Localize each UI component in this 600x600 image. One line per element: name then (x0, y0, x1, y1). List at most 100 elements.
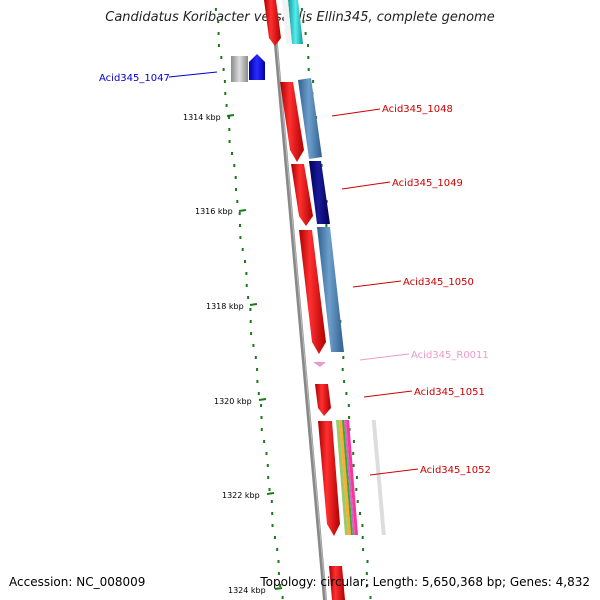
gc-dot (214, 8, 217, 11)
gc-dot (263, 440, 266, 443)
gene-partial-bottom[interactable] (329, 566, 345, 600)
tick-label-1324: 1324 kbp (228, 586, 266, 595)
leader-acid345-1050 (352, 280, 402, 288)
gc-dot (245, 272, 248, 275)
leader-acid345-1049 (341, 181, 391, 190)
gene-acid345-1052[interactable] (318, 420, 386, 536)
label-acid345-r0011[interactable]: Acid345_R0011 (411, 350, 489, 361)
gc-dot (356, 500, 359, 503)
gc-dot (224, 92, 227, 95)
gc-dot (365, 572, 368, 575)
gc-dot (228, 116, 230, 119)
gc-dot (352, 440, 355, 443)
gc-dot (341, 368, 344, 371)
genome-backbone (270, 0, 327, 600)
gene-acid345-1051[interactable] (315, 384, 331, 416)
tick-label-1322: 1322 kbp (222, 491, 260, 500)
gene-acid345-1050[interactable] (299, 227, 344, 354)
gene-acid345-r0011[interactable] (313, 362, 326, 367)
gc-dot (366, 584, 369, 587)
gc-dot (260, 404, 263, 407)
gc-dot (325, 224, 328, 227)
gc-dot (307, 68, 310, 71)
leader-acid345-1051 (363, 390, 413, 398)
gc-dot (304, 32, 307, 35)
gc-dot (273, 536, 276, 539)
gc-dot (342, 356, 345, 359)
gene-partial-top[interactable] (264, 0, 303, 46)
label-acid345-1050[interactable]: Acid345_1050 (403, 277, 474, 288)
gc-dot (228, 140, 231, 143)
gc-dot (217, 44, 220, 47)
gc-dot (361, 524, 364, 527)
tick-label-1314: 1314 kbp (183, 113, 221, 122)
topology-text: Topology: circular; Length: 5,650,368 bp… (260, 575, 590, 589)
tick-mark-1322 (266, 492, 275, 495)
gc-dot (277, 560, 280, 563)
gc-dot (241, 248, 244, 251)
gc-dot (225, 104, 228, 107)
gc-dot (249, 320, 252, 323)
tick-label-1318: 1318 kbp (206, 302, 244, 311)
gc-dot (220, 56, 223, 59)
gc-dot (302, 20, 305, 23)
gc-dot (217, 20, 220, 23)
accession-text: Accession: NC_008009 (9, 575, 146, 589)
gc-dot (355, 488, 358, 491)
gc-dot (265, 452, 268, 455)
gc-dot (271, 512, 274, 515)
gc-dot (369, 596, 372, 599)
gc-dot (260, 416, 263, 419)
gc-dot (223, 80, 226, 83)
gc-dot (352, 452, 355, 455)
gc-dot (245, 284, 248, 287)
label-acid345-1047[interactable]: Acid345_1047 (99, 73, 170, 84)
gc-dot (235, 188, 237, 191)
gene-acid345-1048[interactable] (280, 78, 322, 162)
tick-mark-1316 (238, 209, 247, 212)
gc-dot (345, 392, 348, 395)
gc-dot (266, 464, 269, 467)
gc-dot (300, 8, 303, 11)
tick-mark-1314 (226, 114, 235, 117)
gc-dot (238, 212, 241, 215)
gc-dot (277, 572, 280, 575)
label-acid345-1052[interactable]: Acid345_1052 (420, 465, 491, 476)
tick-label-1320: 1320 kbp (214, 397, 252, 406)
gc-dot (257, 392, 260, 395)
gc-dot (355, 476, 358, 479)
gc-dot (279, 584, 282, 587)
gc-dot (268, 488, 271, 491)
gc-dot (348, 416, 351, 419)
gc-dot (312, 80, 315, 83)
gc-dot (267, 476, 270, 479)
gc-dot (307, 44, 309, 47)
gc-dot (236, 200, 239, 203)
gene-acid345-1049[interactable] (291, 161, 330, 226)
gc-dot (271, 524, 274, 527)
gc-dot (276, 548, 279, 551)
scale-ticks: 1314 kbp 1316 kbp 1318 kbp 1320 kbp 1322… (183, 113, 283, 595)
gc-dot (244, 260, 246, 263)
gene-acid345-1047[interactable] (231, 54, 265, 82)
gc-dot (239, 236, 242, 239)
label-acid345-1049[interactable]: Acid345_1049 (392, 178, 463, 189)
leader-acid345-1047 (168, 71, 218, 78)
gc-dot (366, 560, 369, 563)
gc-dot (343, 380, 346, 383)
tick-mark-1318 (249, 303, 258, 306)
gc-dot (352, 464, 355, 467)
gc-dot (222, 68, 225, 71)
gc-dot (233, 164, 236, 167)
gc-dot (359, 512, 361, 515)
label-acid345-1051[interactable]: Acid345_1051 (414, 387, 485, 398)
gc-dot (347, 404, 350, 407)
label-acid345-1048[interactable]: Acid345_1048 (382, 104, 453, 115)
leader-acid345-1052 (369, 468, 419, 476)
gc-dot (270, 500, 273, 503)
gc-dot (260, 428, 263, 431)
gc-dot (256, 380, 259, 383)
tick-label-1316: 1316 kbp (195, 207, 233, 216)
gc-dot (281, 596, 284, 599)
